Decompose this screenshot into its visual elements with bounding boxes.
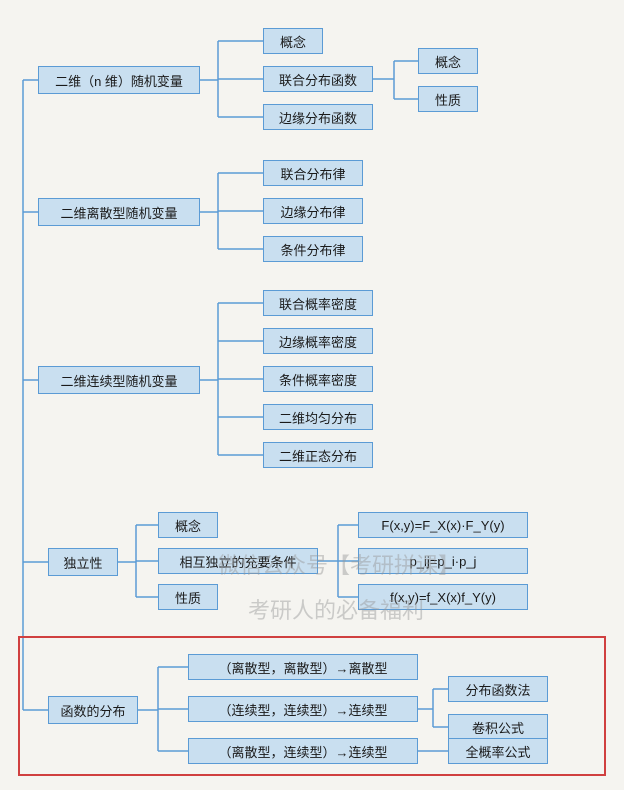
node-n5b1: 分布函数法 — [448, 676, 548, 702]
node-n4b1: F(x,y)=F_X(x)·F_Y(y) — [358, 512, 528, 538]
node-n1c: 边缘分布函数 — [263, 104, 373, 130]
node-n1b2: 性质 — [418, 86, 478, 112]
node-n2: 二维离散型随机变量 — [38, 198, 200, 226]
node-n1: 二维（n 维）随机变量 — [38, 66, 200, 94]
node-n5b: （连续型，连续型）→连续型 — [188, 696, 418, 722]
node-n5a: （离散型，离散型）→离散型 — [188, 654, 418, 680]
node-n5b2: 卷积公式 — [448, 714, 548, 740]
node-n4b3: f(x,y)=f_X(x)f_Y(y) — [358, 584, 528, 610]
node-n4: 独立性 — [48, 548, 118, 576]
node-n3a: 联合概率密度 — [263, 290, 373, 316]
node-n3e: 二维正态分布 — [263, 442, 373, 468]
node-n1a: 概念 — [263, 28, 323, 54]
node-n1b: 联合分布函数 — [263, 66, 373, 92]
node-n3c: 条件概率密度 — [263, 366, 373, 392]
node-n2c: 条件分布律 — [263, 236, 363, 262]
node-n4c: 性质 — [158, 584, 218, 610]
node-n5c1: 全概率公式 — [448, 738, 548, 764]
node-n4b: 相互独立的充要条件 — [158, 548, 318, 574]
node-n4a: 概念 — [158, 512, 218, 538]
node-n2b: 边缘分布律 — [263, 198, 363, 224]
node-n5c: （离散型，连续型）→连续型 — [188, 738, 418, 764]
node-n5: 函数的分布 — [48, 696, 138, 724]
node-n4b2: p_ij=p_i·p_j — [358, 548, 528, 574]
node-n3b: 边缘概率密度 — [263, 328, 373, 354]
node-n1b1: 概念 — [418, 48, 478, 74]
node-n2a: 联合分布律 — [263, 160, 363, 186]
node-n3d: 二维均匀分布 — [263, 404, 373, 430]
tree-diagram: 二维（n 维）随机变量概念联合分布函数边缘分布函数概念性质二维离散型随机变量联合… — [8, 8, 616, 782]
node-n3: 二维连续型随机变量 — [38, 366, 200, 394]
